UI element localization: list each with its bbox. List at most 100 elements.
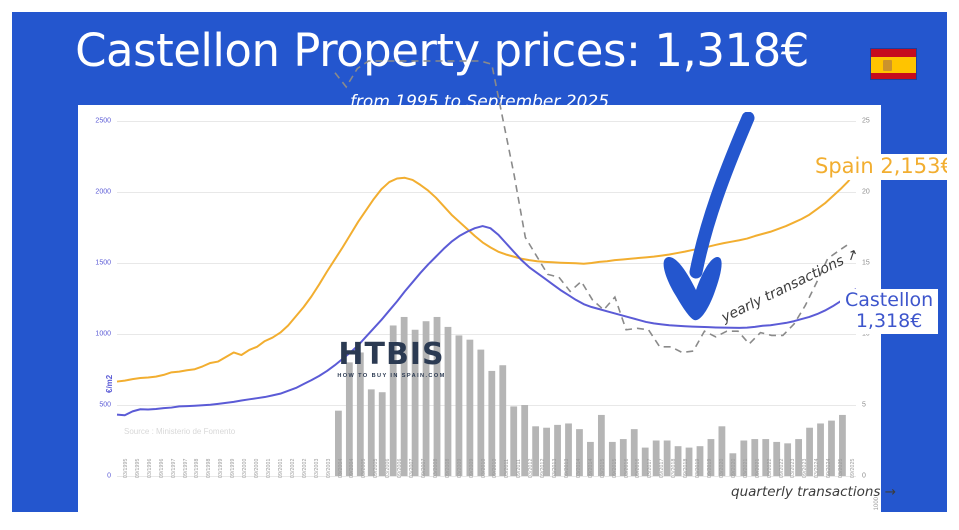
bar xyxy=(510,406,518,476)
bar xyxy=(707,439,715,476)
x-tick-label: 09/2017 xyxy=(659,458,666,478)
bar xyxy=(433,316,441,476)
bar xyxy=(422,321,430,476)
x-tick-label: 03/2005 xyxy=(361,458,368,478)
bar xyxy=(543,427,550,476)
bar xyxy=(740,440,748,476)
y-axis-label: €/m2 xyxy=(105,374,114,393)
page-title: Castellon Property prices: 1,318€ xyxy=(75,24,809,77)
y-tick-label: 0 xyxy=(107,472,111,480)
x-tick-label: 09/2003 xyxy=(325,458,332,478)
bar xyxy=(477,349,485,476)
x-tick-label: 09/2011 xyxy=(516,458,523,478)
bar xyxy=(817,423,824,476)
x-tick-label: 03/2015 xyxy=(599,458,606,478)
x-tick-label: 03/2003 xyxy=(313,458,320,478)
bar xyxy=(466,339,474,476)
x-tick-label: 03/2025 xyxy=(838,458,845,478)
x-tick-label: 09/2025 xyxy=(850,458,857,478)
bar xyxy=(608,441,616,476)
secondary-y-tick-label: 0 xyxy=(862,472,866,480)
secondary-y-tick-label: 10 xyxy=(862,330,870,338)
slide-background: Castellon Property prices: 1,318€ from 1… xyxy=(12,12,947,512)
castellon-callout-line2: 1,318€ xyxy=(855,310,923,333)
x-tick-label: 03/1998 xyxy=(194,458,201,478)
flag-coat-of-arms xyxy=(883,60,892,71)
x-tick-label: 03/2016 xyxy=(623,458,630,478)
x-tick-label: 09/2005 xyxy=(373,458,380,478)
bar xyxy=(751,439,759,476)
x-tick-label: 09/2014 xyxy=(587,458,594,478)
bar xyxy=(488,370,496,476)
gridline xyxy=(117,405,856,406)
bar xyxy=(652,440,660,476)
gridline xyxy=(117,263,856,264)
bar xyxy=(587,441,594,476)
bar xyxy=(784,443,792,476)
bar xyxy=(576,429,583,476)
bar xyxy=(345,362,353,476)
bar xyxy=(389,325,397,476)
x-tick-label: 03/2009 xyxy=(456,458,463,478)
x-tick-label: 03/1996 xyxy=(146,458,153,478)
bar xyxy=(554,424,561,476)
y-tick-label: 1500 xyxy=(95,259,111,267)
x-tick-label: 09/2019 xyxy=(707,458,713,478)
x-tick-label: 09/2009 xyxy=(468,458,475,478)
x-tick-label: 03/2002 xyxy=(289,458,296,478)
x-tick-label: 09/1999 xyxy=(230,458,237,478)
bar xyxy=(839,414,846,476)
bar xyxy=(356,352,364,476)
x-tick-label: 09/2006 xyxy=(397,458,404,478)
x-tick-label: 03/2017 xyxy=(647,458,654,478)
bar xyxy=(444,326,452,476)
bar xyxy=(641,447,649,476)
bar xyxy=(674,446,682,476)
bar xyxy=(806,427,813,476)
x-tick-label: 03/2004 xyxy=(337,458,344,478)
x-tick-label: 09/2018 xyxy=(683,458,690,478)
x-tick-label: 09/1995 xyxy=(134,458,141,478)
x-tick-label: 09/2015 xyxy=(611,458,618,478)
x-tick-label: 03/1997 xyxy=(170,458,177,478)
bar xyxy=(597,414,605,476)
x-tick-label: 03/1999 xyxy=(218,458,225,478)
gridline xyxy=(117,476,856,477)
bar xyxy=(630,429,638,476)
x-tick-label: 09/1996 xyxy=(158,458,165,478)
bar xyxy=(718,426,726,476)
x-tick-label: 09/1997 xyxy=(182,458,189,478)
spain-price-callout: Spain 2,153€ xyxy=(810,154,947,180)
spain-flag-icon xyxy=(870,48,917,80)
y-tick-label: 2000 xyxy=(95,188,111,196)
gridline xyxy=(117,334,856,335)
chart-series-layer xyxy=(116,60,857,476)
y-tick-label: 2500 xyxy=(95,117,111,125)
x-tick-label: 03/2010 xyxy=(480,458,487,478)
y-tick-label: 1000 xyxy=(95,330,111,338)
x-tick-label: 09/2000 xyxy=(254,458,261,478)
x-tick-label: 09/2008 xyxy=(444,458,451,478)
x-tick-label: 03/2008 xyxy=(432,458,439,478)
x-tick-label: 09/2021 xyxy=(754,458,761,478)
castellon-price-callout: Castellon 1,318€ xyxy=(840,289,939,334)
yearly-transactions-line xyxy=(334,60,851,354)
secondary-y-tick-label: 25 xyxy=(862,117,870,125)
x-tick-label: 09/2013 xyxy=(563,458,570,478)
x-tick-label: 03/2024 xyxy=(814,458,821,478)
secondary-y-tick-label: 20 xyxy=(862,188,870,196)
chart-source: Source : Ministerio de Fomento xyxy=(124,427,236,436)
bar xyxy=(367,389,375,476)
bar xyxy=(565,423,572,476)
secondary-y-tick-label: 5 xyxy=(862,401,866,409)
bar xyxy=(729,453,737,476)
bar xyxy=(696,446,704,476)
bar xyxy=(400,316,408,476)
x-tick-label: 03/2006 xyxy=(385,458,392,478)
x-tick-label: 09/2001 xyxy=(277,458,284,478)
x-tick-label: 03/2021 xyxy=(742,458,749,478)
x-tick-label: 09/2016 xyxy=(635,458,642,478)
x-tick-label: 03/2013 xyxy=(552,458,559,478)
x-tick-label: 03/2014 xyxy=(575,458,582,478)
bar xyxy=(335,410,342,476)
